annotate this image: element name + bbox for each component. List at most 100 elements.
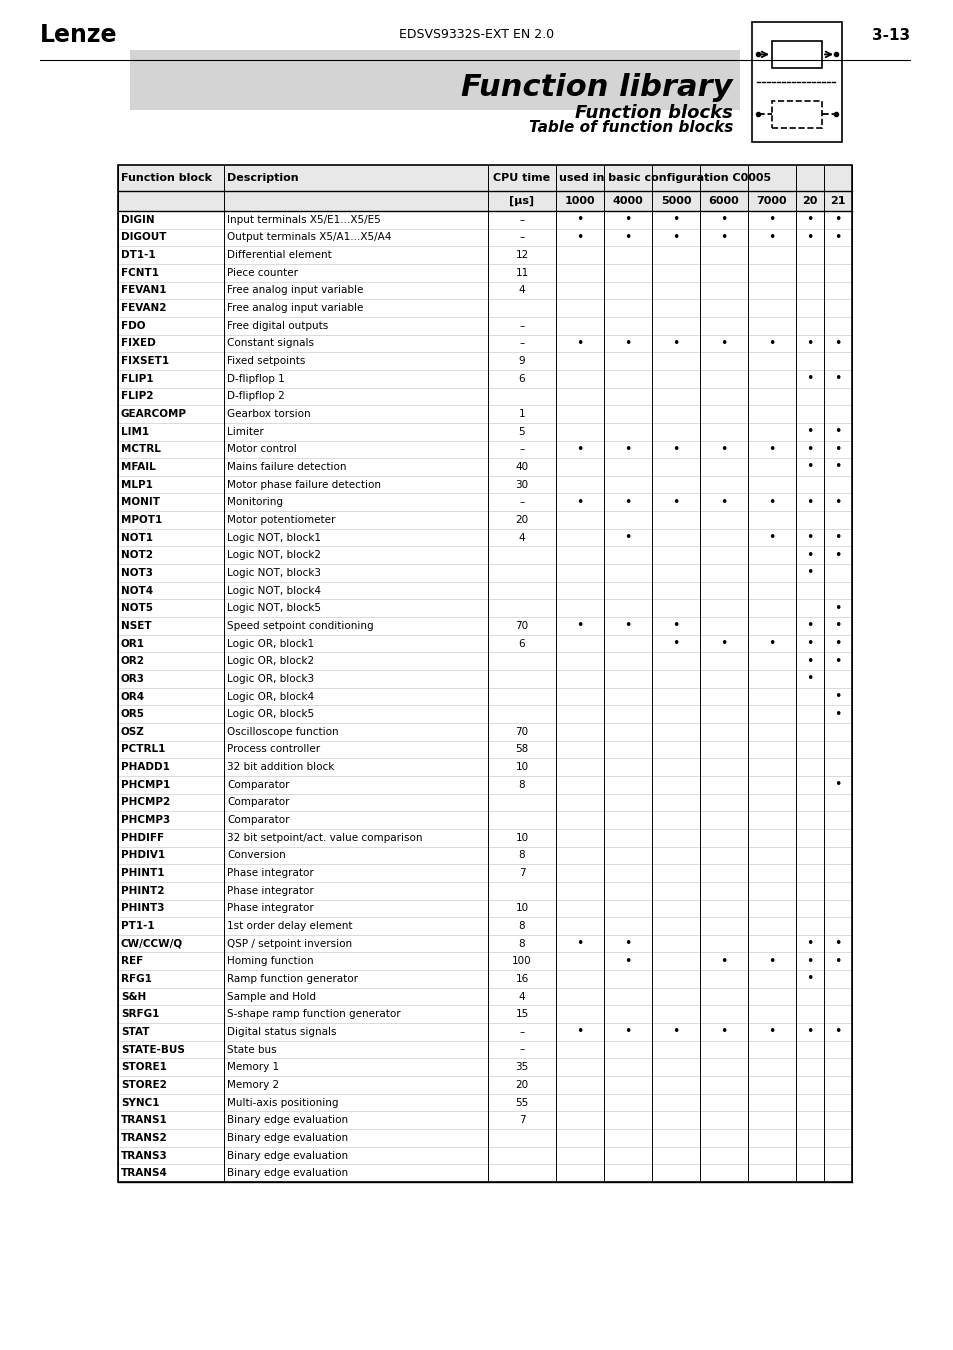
Text: STATE-BUS: STATE-BUS: [121, 1045, 185, 1054]
Text: •: •: [805, 672, 813, 686]
Text: •: •: [834, 707, 841, 721]
Text: •: •: [805, 531, 813, 544]
Text: 32 bit addition block: 32 bit addition block: [227, 763, 334, 772]
Text: •: •: [623, 231, 631, 244]
Text: •: •: [576, 495, 583, 509]
Text: 20: 20: [515, 514, 528, 525]
Text: –: –: [518, 339, 524, 348]
Bar: [118, 899, 851, 917]
Text: 100: 100: [512, 956, 531, 967]
Text: STORE1: STORE1: [121, 1062, 167, 1072]
Text: •: •: [834, 1026, 841, 1038]
Text: 12: 12: [515, 250, 528, 261]
Text: •: •: [720, 338, 727, 350]
Text: S&H: S&H: [121, 992, 146, 1002]
Bar: [118, 475, 851, 494]
Text: •: •: [805, 495, 813, 509]
Bar: [118, 1146, 851, 1164]
Text: •: •: [805, 937, 813, 950]
Text: Description: Description: [227, 173, 298, 184]
Text: 10: 10: [515, 833, 528, 842]
Text: Output terminals X5/A1...X5/A4: Output terminals X5/A1...X5/A4: [227, 232, 391, 243]
Text: Logic NOT, block2: Logic NOT, block2: [227, 551, 320, 560]
Text: Logic NOT, block3: Logic NOT, block3: [227, 568, 320, 578]
Text: Differential element: Differential element: [227, 250, 332, 261]
Bar: [118, 547, 851, 564]
Text: –: –: [518, 321, 524, 331]
Text: Piece counter: Piece counter: [227, 267, 297, 278]
Text: NOT5: NOT5: [121, 603, 152, 613]
Text: •: •: [834, 602, 841, 614]
Text: •: •: [672, 1026, 679, 1038]
Text: FLIP2: FLIP2: [121, 392, 153, 401]
Bar: [118, 352, 851, 370]
Bar: [118, 988, 851, 1006]
Text: •: •: [576, 231, 583, 244]
Text: Ramp function generator: Ramp function generator: [227, 973, 357, 984]
Bar: [118, 423, 851, 440]
Text: •: •: [834, 548, 841, 562]
Text: •: •: [805, 231, 813, 244]
Text: •: •: [672, 637, 679, 651]
Text: PHCMP1: PHCMP1: [121, 780, 170, 790]
Text: 20: 20: [515, 1080, 528, 1089]
Bar: [118, 934, 851, 953]
Bar: [771, 42, 821, 68]
Text: •: •: [576, 1026, 583, 1038]
Text: Phase integrator: Phase integrator: [227, 868, 314, 878]
Text: Function block: Function block: [121, 173, 212, 184]
Bar: [118, 687, 851, 705]
Text: •: •: [720, 213, 727, 227]
Text: Limiter: Limiter: [227, 427, 263, 436]
Text: Motor phase failure detection: Motor phase failure detection: [227, 479, 380, 490]
Text: RFG1: RFG1: [121, 973, 152, 984]
Text: –: –: [518, 444, 524, 455]
Text: 7: 7: [518, 1115, 525, 1125]
Text: •: •: [623, 937, 631, 950]
Text: used in basic configuration C0005: used in basic configuration C0005: [558, 173, 770, 184]
Text: 30: 30: [515, 479, 528, 490]
Bar: [130, 50, 740, 109]
Text: •: •: [623, 531, 631, 544]
Text: Sample and Hold: Sample and Hold: [227, 992, 315, 1002]
Text: Oscilloscope function: Oscilloscope function: [227, 726, 338, 737]
Text: OR1: OR1: [121, 639, 145, 648]
Text: Function blocks: Function blocks: [575, 104, 732, 122]
Text: NOT1: NOT1: [121, 533, 152, 543]
Text: CPU time: CPU time: [493, 173, 550, 184]
Text: •: •: [805, 637, 813, 651]
Text: QSP / setpoint inversion: QSP / setpoint inversion: [227, 938, 352, 949]
Text: OR3: OR3: [121, 674, 145, 684]
Bar: [118, 494, 851, 512]
Text: 21: 21: [829, 196, 845, 207]
Text: •: •: [720, 637, 727, 651]
Text: Free analog input variable: Free analog input variable: [227, 285, 363, 296]
Text: Lenze: Lenze: [40, 23, 117, 47]
Text: PHDIV1: PHDIV1: [121, 850, 165, 860]
Text: •: •: [805, 954, 813, 968]
Text: •: •: [767, 954, 775, 968]
Text: •: •: [805, 972, 813, 986]
Text: •: •: [834, 231, 841, 244]
Text: •: •: [672, 338, 679, 350]
Text: Speed setpoint conditioning: Speed setpoint conditioning: [227, 621, 374, 630]
Text: 7: 7: [518, 868, 525, 878]
Text: •: •: [805, 460, 813, 474]
Text: Phase integrator: Phase integrator: [227, 903, 314, 914]
Text: MCTRL: MCTRL: [121, 444, 161, 455]
Text: STAT: STAT: [121, 1027, 150, 1037]
Text: SYNC1: SYNC1: [121, 1098, 159, 1107]
Text: 5000: 5000: [660, 196, 691, 207]
Text: TRANS3: TRANS3: [121, 1150, 168, 1161]
Bar: [118, 705, 851, 724]
Text: 10: 10: [515, 763, 528, 772]
Text: •: •: [623, 620, 631, 632]
Text: Comparator: Comparator: [227, 780, 289, 790]
Text: 16: 16: [515, 973, 528, 984]
Bar: [118, 634, 851, 652]
Text: •: •: [805, 213, 813, 227]
Bar: [118, 228, 851, 246]
Bar: [118, 335, 851, 352]
Text: 5: 5: [518, 427, 525, 436]
Text: •: •: [805, 655, 813, 668]
